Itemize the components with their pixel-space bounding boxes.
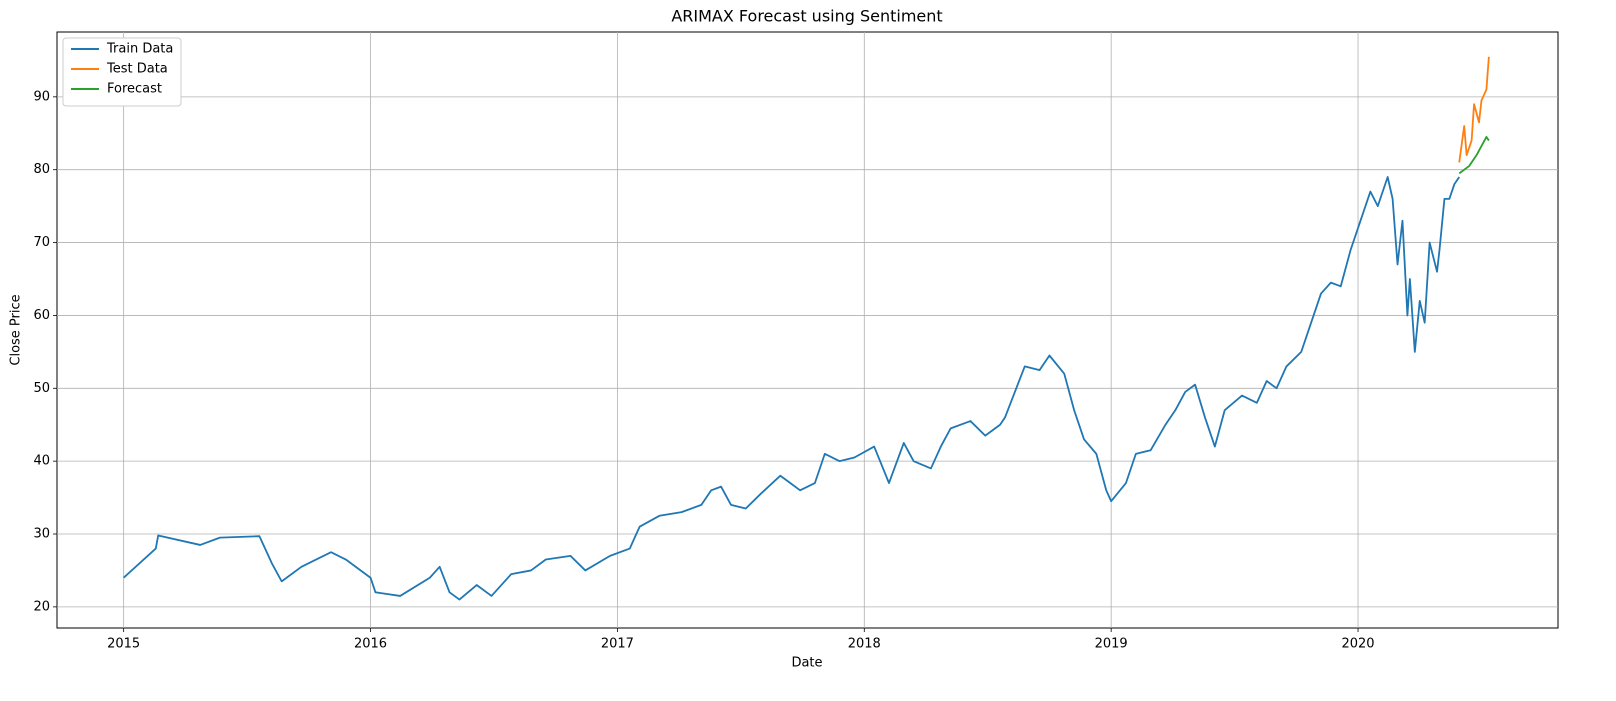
y-tick-label: 40 [33, 454, 50, 469]
x-tick-label: 2015 [107, 637, 140, 652]
x-tick-label: 2018 [848, 637, 881, 652]
y-tick-label: 80 [33, 162, 50, 177]
legend-label: Forecast [107, 82, 162, 97]
legend-label: Test Data [106, 62, 168, 77]
x-axis-label: Date [791, 656, 822, 671]
y-tick-label: 70 [33, 235, 50, 250]
series-line [123, 176, 1460, 601]
y-tick-label: 50 [33, 381, 50, 396]
x-tick-label: 2016 [354, 637, 387, 652]
x-tick-label: 2020 [1341, 637, 1374, 652]
series-line [1458, 56, 1490, 163]
chart-title: ARIMAX Forecast using Sentiment [671, 7, 942, 26]
x-tick-label: 2017 [601, 637, 634, 652]
y-tick-label: 30 [33, 527, 50, 542]
plot-frame [56, 31, 1559, 629]
legend-label: Train Data [106, 42, 173, 57]
x-tick-label: 2019 [1095, 637, 1128, 652]
y-axis-label: Close Price [9, 294, 24, 365]
series-line [1458, 136, 1490, 175]
y-tick-label: 60 [33, 308, 50, 323]
y-tick-label: 90 [33, 89, 50, 104]
y-tick-label: 20 [33, 599, 50, 614]
